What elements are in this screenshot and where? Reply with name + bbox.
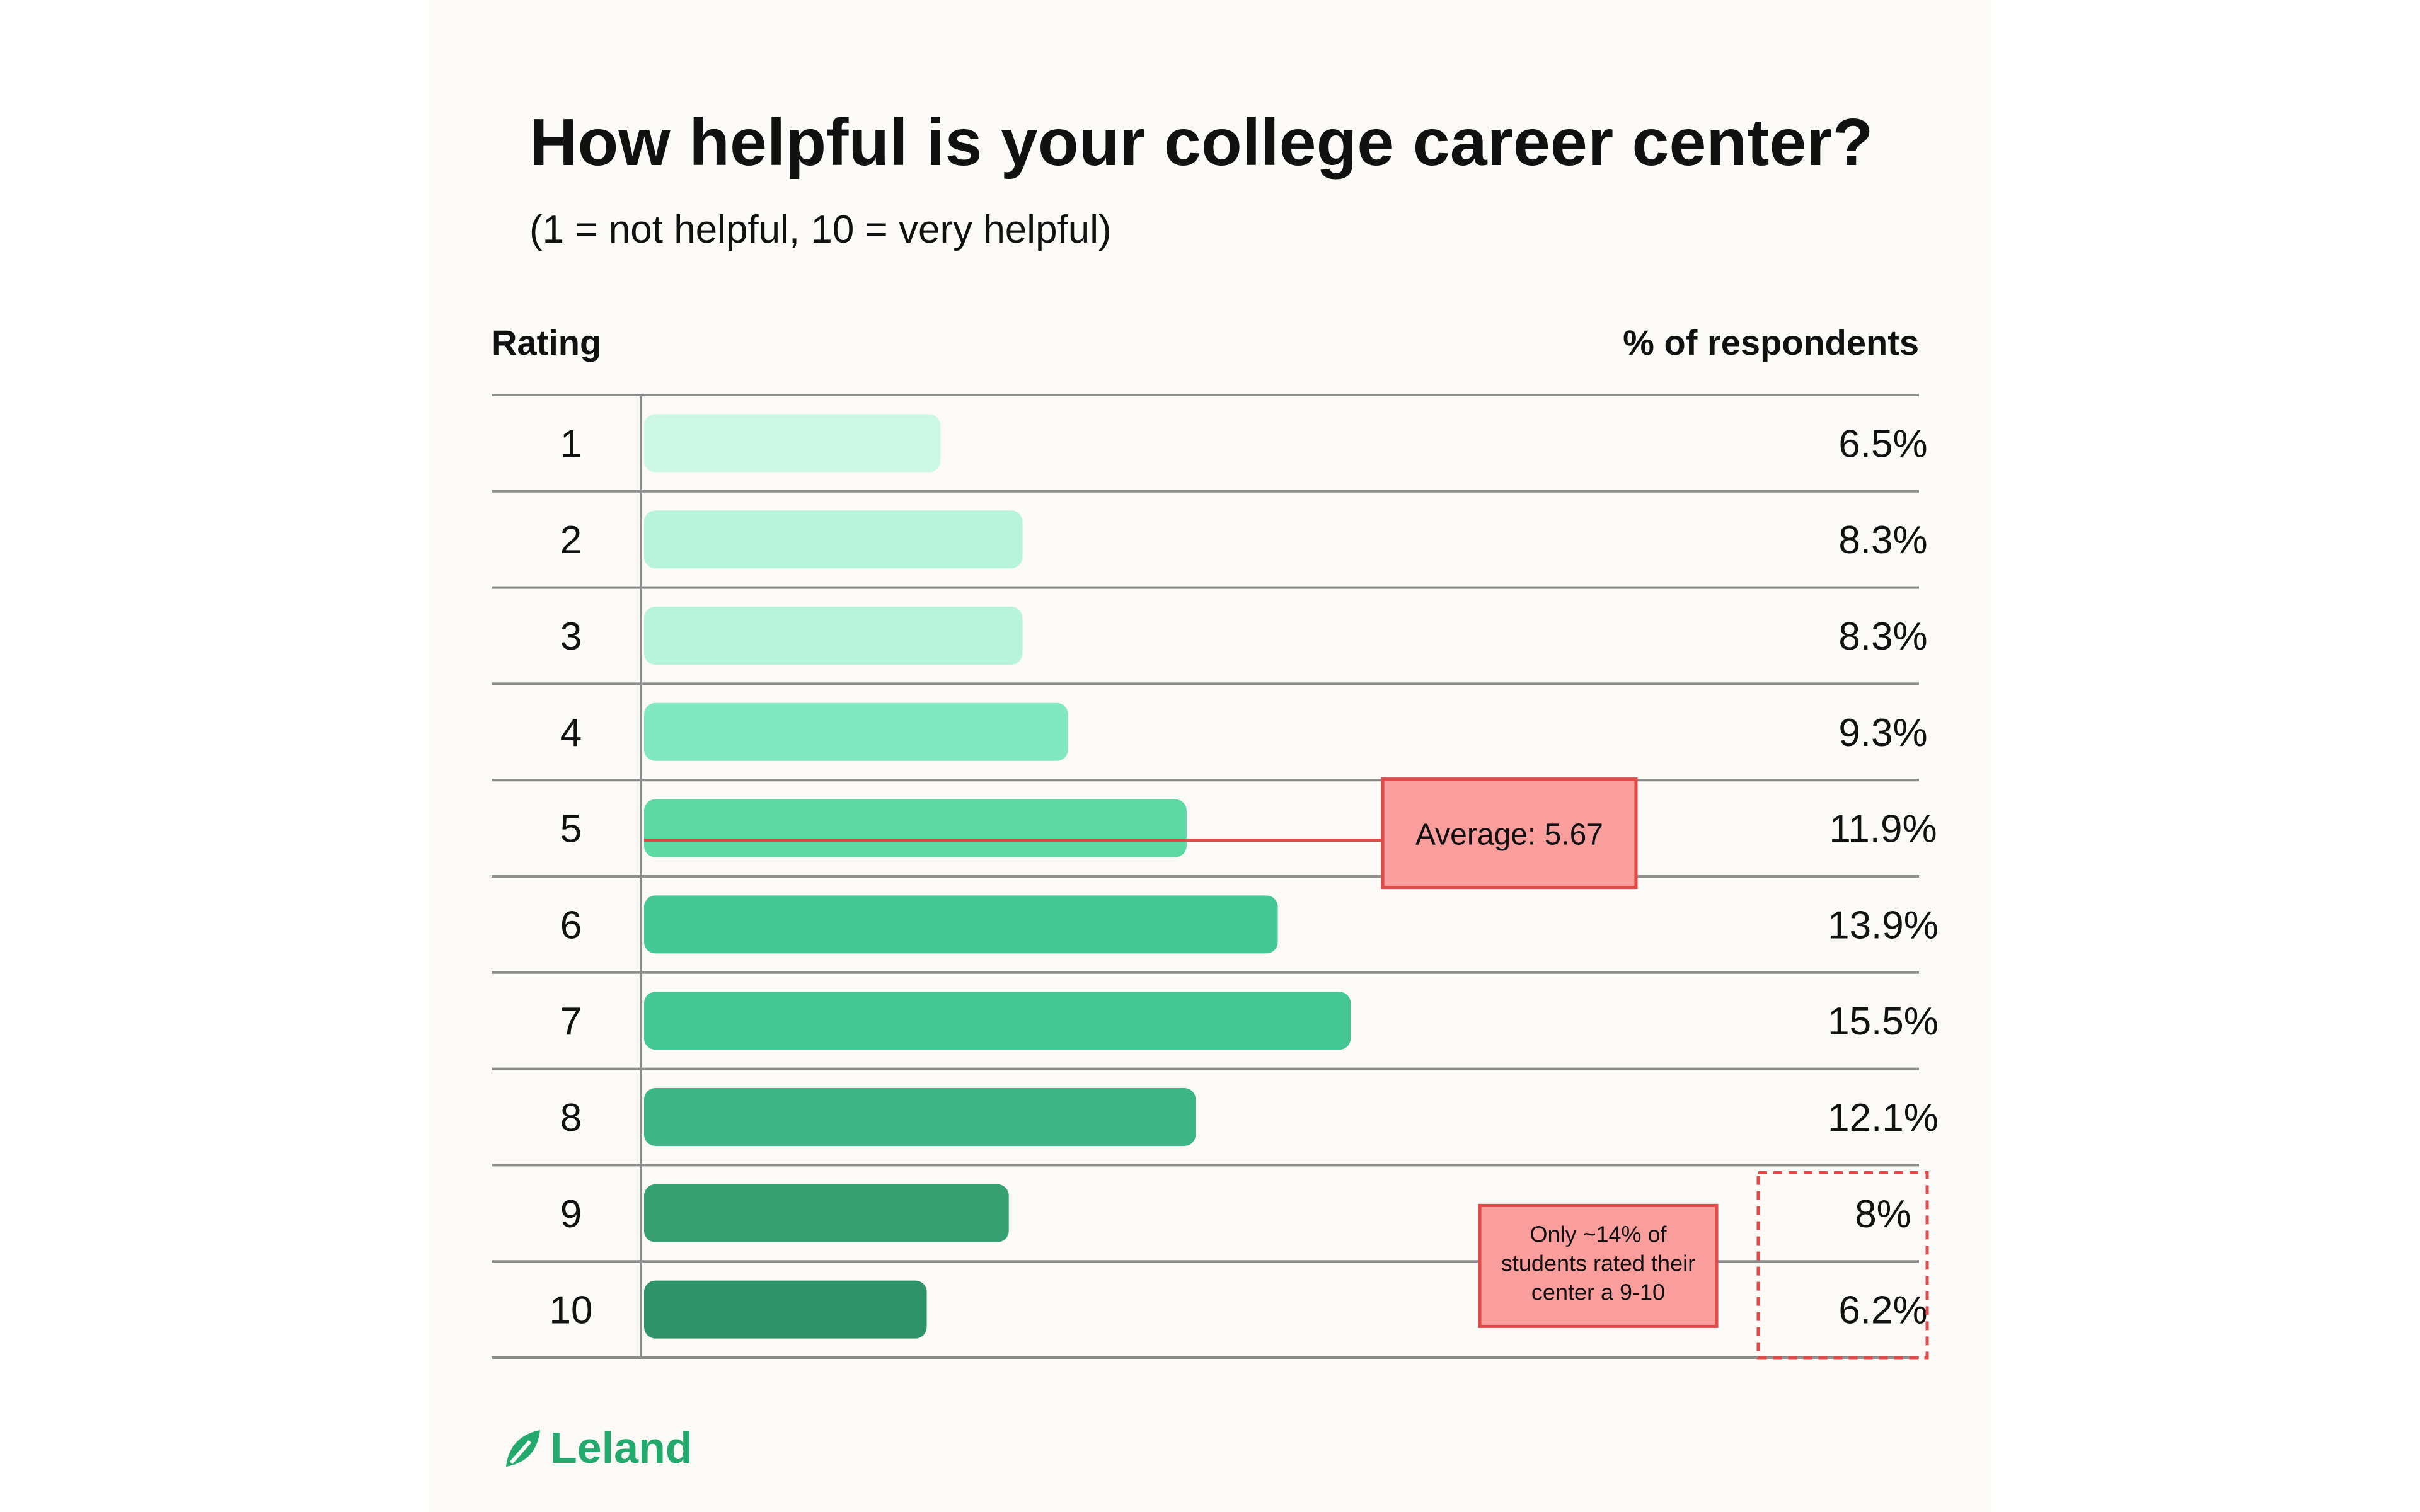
bar-rating-10 xyxy=(644,1280,927,1339)
bar-rating-3 xyxy=(644,607,1023,665)
rating-label: 9 xyxy=(560,1193,582,1236)
bar-rating-1 xyxy=(644,414,941,472)
chart-subtitle: (1 = not helpful, 10 = very helpful) xyxy=(529,208,1112,251)
percent-value-label: 8.3% xyxy=(1838,518,1927,562)
callout-text-line: Only ~14% of xyxy=(1530,1221,1667,1247)
callout-text-line: students rated their xyxy=(1501,1250,1695,1276)
bar-rating-2 xyxy=(644,510,1023,569)
rating-label: 3 xyxy=(560,615,582,658)
rating-label: 5 xyxy=(560,808,582,851)
brand-name: Leland xyxy=(550,1423,693,1472)
percent-value-label: 12.1% xyxy=(1828,1096,1939,1140)
average-label: Average: 5.67 xyxy=(1415,818,1603,852)
bar-rating-6 xyxy=(644,895,1278,954)
bar-chart: How helpful is your college career cente… xyxy=(492,105,1939,1472)
average-callout-box xyxy=(1381,777,1638,890)
percent-value-label: 15.5% xyxy=(1828,1000,1939,1043)
percent-value-label: 11.9% xyxy=(1829,808,1937,851)
bar-rating-4 xyxy=(644,702,1068,761)
callout-text-line: center a 9-10 xyxy=(1531,1279,1665,1305)
percent-value-label: 13.9% xyxy=(1828,903,1939,947)
highlight-dashed-box xyxy=(1756,1171,1929,1360)
bar-rating-8 xyxy=(644,1088,1196,1146)
leland-logo: Leland xyxy=(506,1423,693,1472)
percent-column-header: % of respondents xyxy=(1623,323,1919,362)
rating-label: 8 xyxy=(560,1096,582,1140)
percent-value-label: 6.5% xyxy=(1838,422,1927,466)
bar-rating-5 xyxy=(644,799,1187,857)
chart-title: How helpful is your college career cente… xyxy=(529,105,1873,180)
leaf-vein xyxy=(509,1440,532,1464)
bar-rating-7 xyxy=(644,992,1351,1050)
rating-column-header: Rating xyxy=(492,323,601,362)
rating-label: 10 xyxy=(550,1289,593,1332)
chart-rows: 1 6.5% 2 8.3% 3 8.3% 4 9.3% 5 11.9% 6 13.9% 7 15.5% 8 1… xyxy=(492,394,1939,1360)
percent-value-label: 9.3% xyxy=(1838,711,1927,755)
rating-label: 1 xyxy=(560,422,582,466)
percent-value-label: 8% xyxy=(1855,1193,1911,1236)
percent-value-label: 8.3% xyxy=(1838,615,1927,658)
rating-label: 4 xyxy=(560,711,582,755)
rating-label: 6 xyxy=(560,903,582,947)
bar-rating-9 xyxy=(644,1184,1009,1242)
chart-card: How helpful is your college career cente… xyxy=(429,0,1991,1512)
callout-box xyxy=(1478,1203,1719,1328)
rating-label: 2 xyxy=(560,518,582,562)
rating-label: 7 xyxy=(560,1000,582,1043)
percent-value-label: 6.2% xyxy=(1838,1289,1927,1332)
callout-text: Only ~14% of students rated their center a… xyxy=(1501,1221,1695,1305)
